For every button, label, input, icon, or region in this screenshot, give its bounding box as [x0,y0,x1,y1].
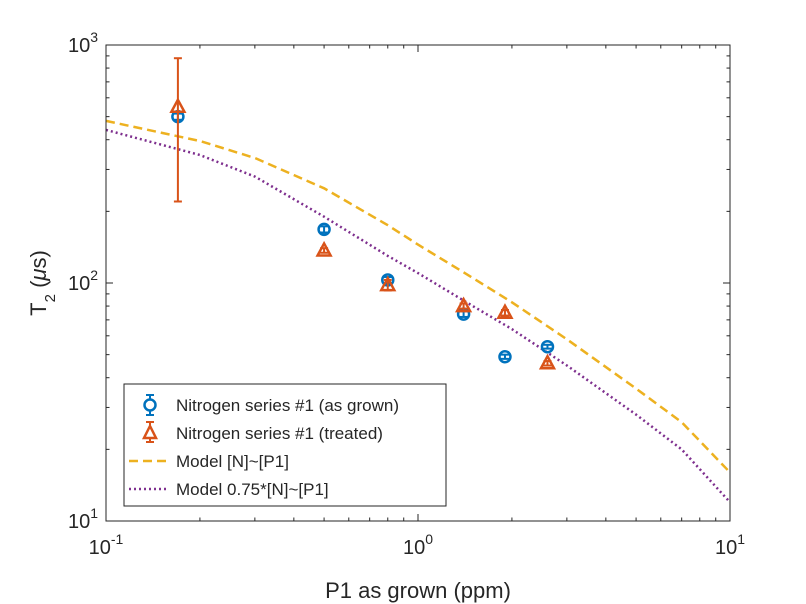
model-curve-line [105,119,731,474]
as-grown-point [498,349,512,364]
model-curve-075-line [105,128,731,504]
data-points [169,57,557,370]
treated-point [169,57,187,203]
y-tick-label: 103 [68,29,98,57]
y-axis-label-sub: 2 [42,294,59,302]
treated-point [538,353,557,370]
treated-point [454,296,473,313]
treated-point [379,275,397,292]
legend-label-model: Model [N]~[P1] [176,452,289,471]
as-grown-point [317,222,331,237]
y-tick-label: 102 [68,267,98,295]
legend-marker-as-grown [143,394,157,416]
y-axis-label: T2 (μs) [26,250,59,316]
y-tick-label: 101 [68,505,98,533]
y-axis-label-unit: s) [26,250,51,268]
x-tick-label: 10-1 [89,531,124,559]
y-axis-label-rest: ( [26,280,51,294]
y-axis-label-base: T [26,302,51,315]
treated-point [315,240,333,257]
legend-marker-treated [141,421,159,443]
x-tick-label: 101 [715,531,745,559]
legend-label-treated: Nitrogen series #1 (treated) [176,424,383,443]
x-tick-label: 100 [403,531,433,559]
legend-label-model-075: Model 0.75*[N]~[P1] [176,480,329,499]
x-axis-label: P1 as grown (ppm) [325,578,511,603]
legend: Nitrogen series #1 (as grown) Nitrogen s… [123,383,447,507]
y-axis-label-mu: μ [26,269,51,282]
legend-box [123,383,447,507]
model-curves [105,119,731,504]
legend-label-as-grown: Nitrogen series #1 (as grown) [176,396,399,415]
treated-point [496,303,514,319]
axis-ticks: 10-1 100 101 101 102 103 [68,29,745,559]
as-grown-point [540,339,555,354]
